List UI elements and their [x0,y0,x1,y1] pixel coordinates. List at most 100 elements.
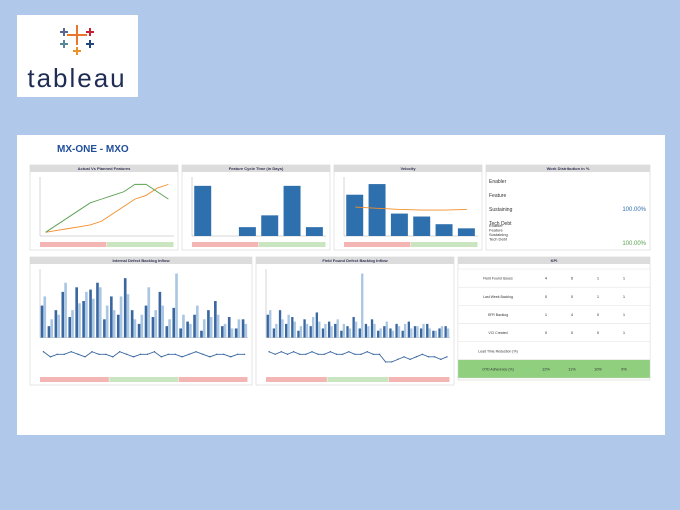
kpi-label: OTD Adherence (%) [482,367,514,371]
panel-header [30,257,252,264]
panel-header [256,257,454,264]
bar [346,194,364,236]
bar [216,314,220,338]
line-point [372,353,375,355]
work-item: Enabler [489,179,507,185]
work-item: Tech Debt [489,237,508,242]
kpi-cell: 1 [623,330,626,335]
bar [426,323,429,338]
bar [385,321,388,338]
kpi-cell: 1 [597,276,600,281]
line-point [236,353,239,355]
kpi-cell: 10% [594,366,602,371]
line-point [299,353,301,355]
bar [168,319,171,338]
kpi-label: VCI Created [488,331,507,335]
work-item: Tech Debt [489,221,512,227]
bar [368,184,386,236]
line-point [195,351,197,353]
bar [202,319,206,338]
bar [291,317,294,338]
line-point [433,356,436,358]
bar [92,298,95,338]
line-point [280,351,283,353]
bar [103,319,106,338]
line-series [355,206,467,211]
bar [457,228,475,236]
bar [194,185,212,236]
bar [133,319,137,338]
dashboard-title: MX-ONE - MXO [57,144,129,155]
logo-text: tableau [27,63,126,93]
line-point [70,351,72,353]
bar [43,296,47,338]
line-series [45,183,169,233]
bar [189,323,192,338]
kpi-cell: 0 [597,330,600,335]
bar [324,323,327,338]
status-cell [109,377,179,382]
bar [116,314,120,338]
bar [244,323,248,338]
bar [305,227,323,236]
bar [390,213,408,236]
bar [397,326,401,338]
bar [85,291,88,338]
bar [278,310,282,338]
bar [383,326,386,338]
bar [200,330,203,338]
line-point [91,351,93,353]
line-point [292,351,295,353]
line-point [119,351,121,353]
bar [413,216,431,236]
bar [440,326,444,338]
kpi-cell: 4 [571,312,574,317]
panel-header [30,165,178,172]
bar [422,323,425,338]
panel-header [458,257,650,264]
kpi-row [457,323,651,342]
bar [340,330,343,338]
bar [336,319,339,338]
bar [230,328,234,338]
line-point [139,353,142,355]
status-cell [192,242,259,247]
bar [312,317,315,338]
line-point [354,353,356,355]
line-point [311,351,313,353]
bar [266,314,269,338]
bar [364,323,368,338]
bar [137,323,141,338]
bar [293,321,296,338]
bar [112,310,116,338]
bar [358,328,361,338]
bar [241,319,245,338]
panel-title: Internal Defect Backlog Inflow [112,258,170,263]
kpi-cell: 1 [597,294,600,299]
kpi-cell: 0 [597,312,600,317]
line-point [125,353,128,355]
panel-title: KPI [551,258,558,263]
bar [214,301,217,338]
line-point [268,351,270,353]
line-point [286,353,289,355]
status-cell [107,242,174,247]
line-point [397,358,399,361]
bar [379,328,382,338]
kpi-label: Last Week Backlog [483,295,513,299]
line-point [132,356,135,358]
bar [182,314,185,338]
work-item: Sustaining [489,232,508,237]
line-point [160,356,163,358]
bar [172,307,176,338]
bar [352,317,355,338]
bar [367,326,370,338]
bar [220,326,224,338]
line-point [378,353,381,355]
panel-title: Field Found Defect Backlog Inflow [322,258,388,263]
panel-title: Work Distribution in % [547,166,590,171]
bar [438,328,441,338]
line-point [229,356,232,358]
bar [446,328,450,338]
